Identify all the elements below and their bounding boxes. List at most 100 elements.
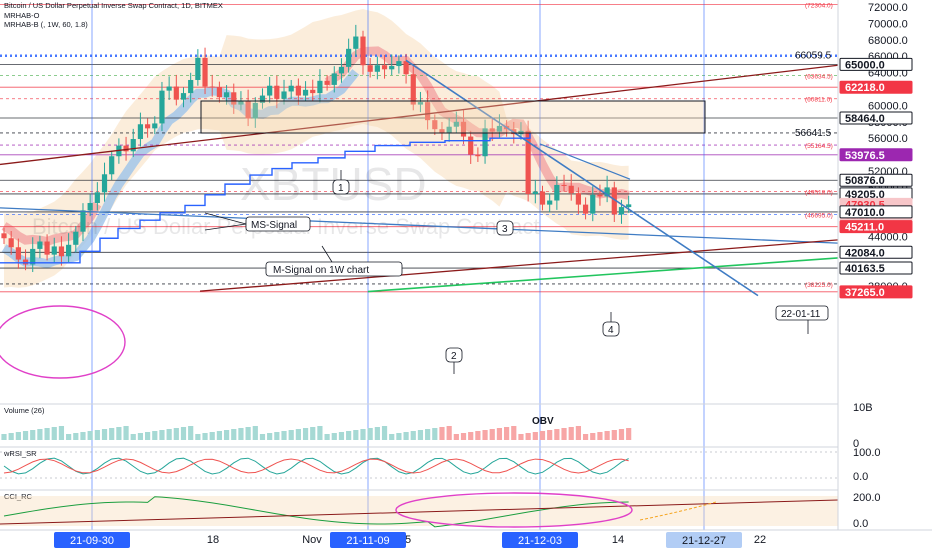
volume-bar — [317, 426, 323, 440]
range-box[interactable] — [200, 100, 706, 134]
volume-bar — [44, 428, 50, 440]
time-axis: 18 Nov 5 14 22 21-09-30 21-11-09 21-12-03 21-12-… — [54, 532, 766, 548]
time-tick: Nov — [302, 534, 322, 546]
candle-body — [51, 246, 57, 255]
candle-body — [611, 187, 617, 215]
trendlines-layer — [0, 59, 839, 379]
candle-body — [396, 61, 402, 67]
volume-bar — [396, 433, 402, 440]
time-highlight-label: 21-09-30 — [70, 535, 114, 547]
volume-bar — [1, 434, 7, 440]
price-badge — [839, 220, 913, 234]
wave-1-text: 1 — [338, 183, 344, 194]
candle-body — [482, 128, 488, 157]
volume-bar — [618, 429, 625, 440]
date-note-text: 22-01-11 — [781, 309, 821, 320]
candle-body — [453, 121, 459, 127]
level-small-label: (60811.0) — [805, 97, 832, 104]
candle-body — [389, 66, 395, 70]
candle-body — [80, 210, 86, 232]
volume-bar — [575, 426, 581, 440]
candle-body — [626, 204, 632, 208]
candle-body — [44, 241, 50, 255]
volume-bar — [123, 426, 129, 440]
price-tick: 72000.0 — [868, 2, 908, 14]
price-badge — [839, 148, 913, 162]
volume-bar — [202, 433, 208, 440]
time-highlight-label: 21-12-03 — [518, 535, 562, 547]
volume-bar — [37, 429, 43, 440]
wave-4-text: 4 — [608, 325, 614, 336]
volume-bar — [267, 433, 273, 440]
candle-body — [410, 74, 416, 105]
candle-body — [547, 200, 553, 205]
candle-body — [281, 91, 287, 99]
volume-bar — [216, 431, 222, 440]
indicator-label-2[interactable]: MRHAB-B (, 1W, 60, 1.8) — [4, 20, 88, 29]
cci-projection-arrow — [639, 501, 717, 521]
candle-body — [58, 246, 65, 257]
volume-bar — [604, 431, 610, 440]
highlight-ellipse[interactable] — [0, 305, 126, 379]
candle-body — [346, 48, 352, 67]
candle-body — [109, 156, 115, 175]
wave-3-text: 3 — [502, 224, 508, 235]
candle-body — [475, 154, 481, 157]
candle-body — [130, 139, 136, 152]
volume-bar — [410, 431, 416, 440]
volume-bar — [446, 426, 452, 440]
volume-bar — [195, 434, 201, 440]
candle-body — [209, 86, 215, 88]
candle-body — [518, 130, 524, 135]
volume-bar — [130, 434, 136, 440]
price-badge — [839, 173, 913, 187]
time-tick: 22 — [754, 534, 766, 546]
volume-bar — [152, 431, 158, 440]
volume-bar — [482, 430, 488, 440]
wave-3-callout[interactable] — [496, 220, 514, 236]
ms-signal-callout[interactable] — [245, 216, 311, 232]
candle-body — [216, 87, 222, 98]
volume-bar — [223, 430, 230, 440]
level-value-label: 56641.5 — [795, 128, 832, 139]
volume-bar — [518, 434, 524, 440]
cci-range-fill — [0, 496, 838, 526]
volume-bar — [554, 429, 560, 440]
indicator-label-1[interactable]: MRHAB-O — [4, 11, 40, 20]
candle-body — [245, 101, 251, 119]
volume-bar — [331, 433, 337, 440]
candle-body — [195, 57, 201, 80]
candle-body — [496, 125, 503, 132]
pane-label-wrsi: wRSI_SR — [3, 449, 37, 458]
candle-body — [37, 241, 43, 249]
trendline-green — [367, 257, 839, 293]
volume-bar — [116, 427, 122, 440]
m-signal-callout[interactable] — [265, 261, 403, 277]
volume-bar — [145, 432, 151, 440]
cci-highlight-ellipse[interactable] — [395, 492, 633, 528]
trendline-blue-long — [0, 207, 839, 244]
candle-body — [317, 80, 323, 94]
volume-bar — [295, 429, 301, 440]
level-small-label: (63634.5) — [805, 74, 833, 81]
volume-bar — [73, 433, 79, 440]
time-highlight-box — [502, 532, 578, 548]
candle-body — [381, 65, 388, 70]
volume-bar — [381, 426, 388, 440]
volume-bar — [188, 426, 194, 440]
volume-bar — [180, 427, 187, 440]
volume-bar — [101, 429, 108, 440]
trendline-red-upper — [0, 64, 839, 166]
ms-signal-text: MS-Signal — [251, 220, 297, 231]
volume-bar — [109, 428, 115, 440]
time-tick: 5 — [405, 534, 411, 546]
candle-body — [425, 102, 431, 121]
candle-body — [539, 191, 546, 205]
candle-body — [223, 92, 230, 98]
volume-bar — [425, 429, 431, 440]
candle-body — [331, 73, 337, 85]
candle-body — [137, 124, 144, 140]
m-signal-line — [0, 133, 531, 264]
volume-bar — [439, 427, 445, 440]
date-note-callout[interactable] — [775, 305, 829, 321]
